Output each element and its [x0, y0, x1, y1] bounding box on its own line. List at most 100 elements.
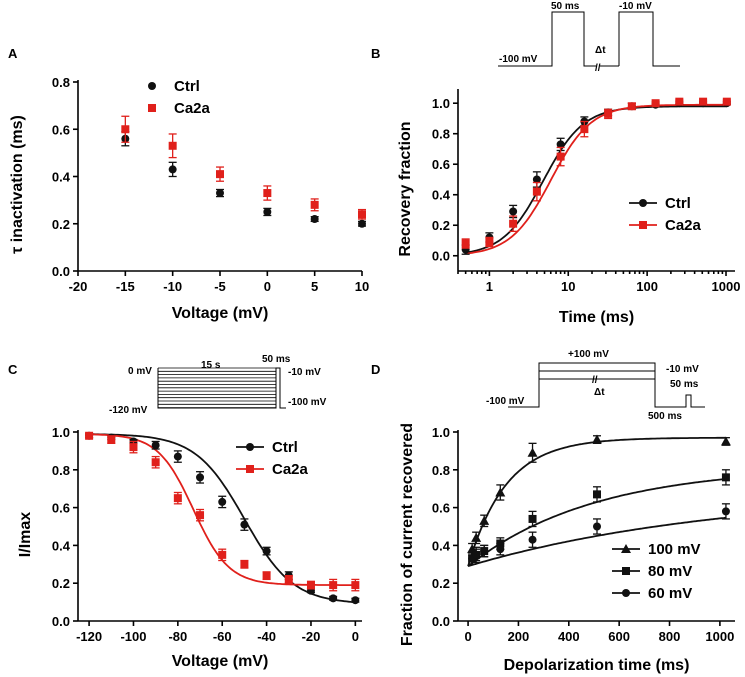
data-point-1: [107, 435, 116, 444]
x-tick-label: -5: [214, 279, 226, 294]
protocol-c-return-v: -100 mV: [288, 397, 327, 408]
x-tick-label: 0: [264, 279, 271, 294]
y-tick-label: 0.8: [52, 75, 70, 90]
data-point-1: [651, 99, 660, 108]
data-point-0: [471, 532, 482, 542]
y-tick-label: 0.4: [52, 170, 71, 185]
legend-marker: [622, 567, 630, 575]
x-tick-label: -60: [213, 629, 232, 644]
data-point-1: [151, 458, 160, 467]
data-point-1: [675, 97, 684, 106]
x-tick-label: 1000: [705, 629, 734, 644]
x-tick-label: -20: [69, 279, 88, 294]
legend-label: Ctrl: [174, 78, 200, 95]
data-point-1: [358, 210, 366, 219]
y-tick-label: 0.6: [52, 122, 70, 137]
legend-label: 60 mV: [648, 585, 692, 602]
x-tick-label: 100: [636, 279, 658, 294]
y-tick-label: 0.0: [52, 264, 70, 279]
protocol-c-test-v: -10 mV: [288, 367, 321, 378]
panel-label-b: B: [371, 46, 380, 61]
legend-label: 80 mV: [648, 563, 692, 580]
data-point-1: [216, 170, 224, 179]
x-tick-label: 0: [352, 629, 359, 644]
data-point-2: [593, 522, 602, 531]
y-tick-label: 0.0: [52, 614, 70, 629]
data-point-0: [527, 447, 538, 457]
data-point-1: [263, 189, 272, 198]
data-point-1: [306, 581, 315, 590]
data-point-1: [627, 102, 636, 111]
data-point-2: [480, 547, 489, 556]
legend-marker: [148, 82, 156, 90]
x-tick-label: 400: [558, 629, 580, 644]
data-point-1: [580, 125, 589, 134]
legend-label: Ca2a: [174, 100, 211, 117]
legend-label: Ctrl: [272, 439, 298, 456]
data-point-1: [310, 200, 319, 209]
x-tick-label: -10: [163, 279, 182, 294]
x-axis-label: Voltage (mV): [172, 305, 269, 322]
x-tick-label: 10: [561, 279, 575, 294]
protocol-b-gap: Δt: [595, 45, 606, 56]
x-tick-label: 200: [508, 629, 530, 644]
data-point-1: [556, 152, 565, 161]
legend-label: Ca2a: [665, 217, 702, 234]
x-tick-label: -20: [302, 629, 321, 644]
data-point-2: [721, 507, 730, 516]
data-point-0: [358, 219, 366, 228]
chart-c: -120 -100 -80 -60 -40 -20 0 0.0 0.2 0.4 0.6 0.8 1.0 V…: [17, 425, 362, 670]
protocol-d-hold: -100 mV: [486, 396, 525, 407]
chart-b: 1 10 100 1000 0.0 0.2 0.4 0.6 0.8 1.0 Time (ms) Rec…: [397, 89, 740, 326]
protocol-c-top: 0 mV: [128, 366, 152, 377]
data-point-2: [528, 535, 537, 544]
x-tick-label: 10: [355, 279, 369, 294]
y-tick-label: 0.4: [432, 538, 451, 553]
y-tick-label: 1.0: [52, 425, 70, 440]
y-tick-label: 0.0: [432, 249, 450, 264]
data-point-2: [472, 550, 481, 559]
protocol-d-pre: +100 mV: [568, 349, 609, 360]
chart-a: -20 -15 -10 -5 0 5 10 0.0 0.2 0.4 0.6 0.8 Voltage (m…: [9, 75, 369, 322]
x-tick-label: 600: [608, 629, 630, 644]
data-point-0: [216, 189, 224, 198]
y-tick-label: 0.0: [432, 614, 450, 629]
data-point-0: [168, 165, 177, 174]
data-point-0: [262, 547, 271, 556]
data-point-1: [240, 560, 249, 569]
y-axis-label: I/Imax: [17, 512, 34, 557]
protocol-c-duration: 15 s: [201, 360, 221, 371]
fit-curve-1: [89, 433, 356, 586]
protocol-c-bottom: -120 mV: [109, 405, 148, 416]
y-tick-label: 0.2: [52, 576, 70, 591]
fit-curve-0: [89, 433, 356, 604]
data-point-1: [129, 443, 138, 452]
x-tick-label: -120: [76, 629, 102, 644]
y-axis-label: Fraction of current recovered: [399, 423, 416, 646]
legend-marker: [148, 104, 156, 112]
y-tick-label: 0.4: [52, 538, 71, 553]
chart-d: 0 200 400 600 800 1000 0.0 0.2 0.4 0.6 0.8 1.0 Depol…: [399, 423, 735, 674]
x-tick-label: 0: [464, 629, 471, 644]
data-point-0: [592, 434, 603, 444]
data-point-1: [593, 490, 602, 499]
data-point-0: [218, 497, 227, 506]
data-point-1: [121, 125, 130, 134]
legend-marker: [246, 443, 254, 451]
x-axis-label: Depolarization time (ms): [504, 657, 690, 674]
data-point-2: [496, 545, 505, 554]
y-axis-label: Recovery fraction: [397, 121, 414, 256]
legend-label: 100 mV: [648, 541, 701, 558]
data-point-1: [721, 473, 730, 482]
x-tick-label: 5: [311, 279, 318, 294]
fit-curve-0: [465, 105, 727, 254]
data-point-1: [528, 514, 537, 523]
x-tick-label: -80: [168, 629, 187, 644]
data-point-1: [509, 219, 518, 228]
svg-text://: //: [592, 375, 598, 386]
protocol-b-step1: 50 ms: [551, 1, 580, 12]
data-point-1: [284, 575, 293, 584]
y-tick-label: 0.6: [52, 501, 70, 516]
protocol-c: 0 mV -120 mV 15 s 50 ms -10 mV -100 mV: [109, 354, 327, 416]
data-point-0: [479, 515, 490, 525]
